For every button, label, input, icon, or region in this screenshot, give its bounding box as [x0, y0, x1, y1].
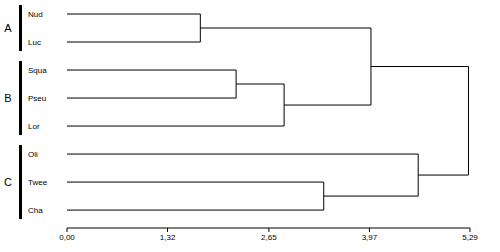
svg-text:C: C [8, 176, 12, 188]
svg-text:B: B [8, 92, 12, 104]
svg-text:A: A [8, 22, 12, 34]
svg-text:Lor: Lor [28, 122, 40, 131]
svg-text:2,65: 2,65 [261, 233, 277, 242]
svg-text:Pseu: Pseu [28, 94, 46, 103]
svg-text:Nud: Nud [28, 10, 43, 19]
svg-text:Cha: Cha [28, 206, 43, 215]
svg-text:1,32: 1,32 [160, 233, 176, 242]
svg-text:3,97: 3,97 [362, 233, 378, 242]
svg-text:Oli: Oli [28, 150, 38, 159]
svg-text:Squa: Squa [28, 66, 47, 75]
svg-text:0,00: 0,00 [59, 233, 75, 242]
svg-text:Luc: Luc [28, 38, 41, 47]
svg-text:5,29: 5,29 [462, 233, 478, 242]
svg-text:Twee: Twee [28, 178, 48, 187]
